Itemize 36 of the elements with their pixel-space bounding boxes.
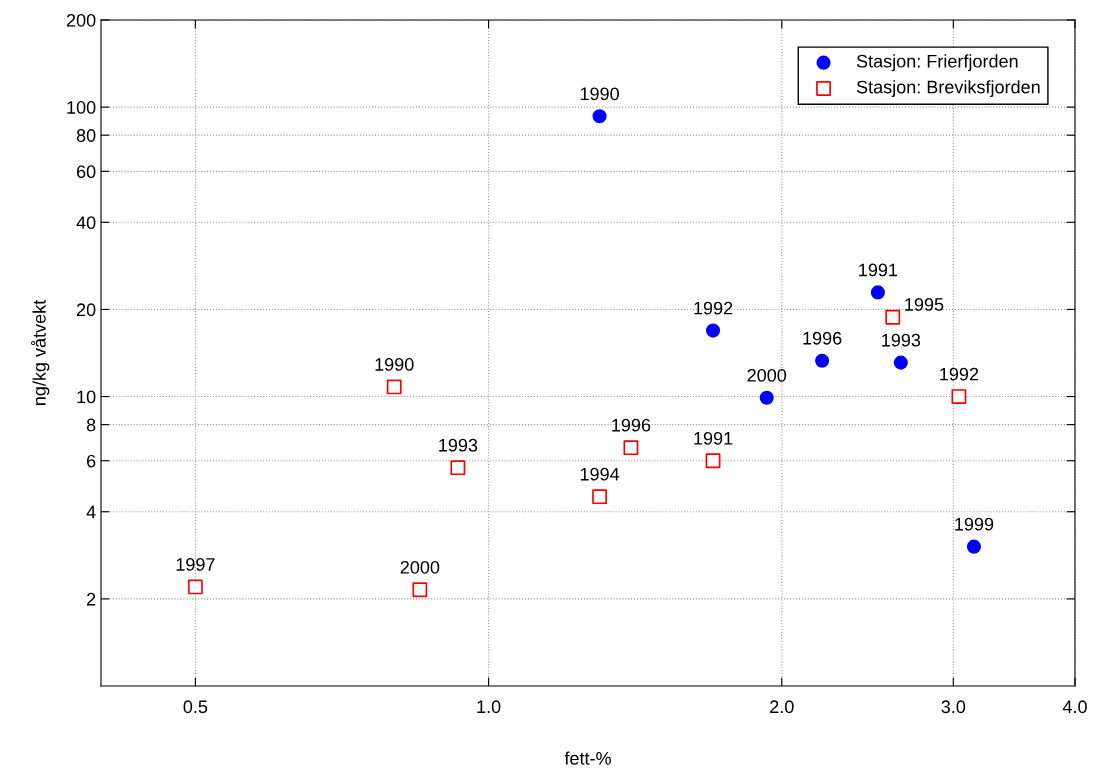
x-tick-label: 3.0 (941, 700, 966, 714)
annotation: 1994 (580, 467, 620, 481)
annotation: 1995 (905, 298, 944, 311)
y-tick-label: 20 (76, 303, 96, 317)
annotation: 2000 (400, 560, 440, 574)
y-tick-label: 200 (66, 13, 96, 27)
y-tick-label: 8 (86, 418, 96, 432)
y-tick-label: 10 (77, 390, 96, 404)
annotation: 1996 (803, 331, 842, 345)
x-axis-title: fett-% (564, 751, 611, 765)
x-tick-label: 4.0 (1062, 700, 1087, 714)
annotation: 1996 (612, 418, 651, 432)
annotation: 1993 (439, 438, 478, 452)
y-tick-label: 100 (67, 101, 96, 114)
y-tick-label: 40 (76, 216, 96, 230)
y-tick-label: 6 (87, 454, 96, 468)
annotation: 1991 (694, 431, 733, 445)
annotation: 1993 (882, 333, 921, 347)
x-tick-label: 0.5 (183, 700, 208, 714)
annotation: 2000 (747, 368, 787, 382)
x-tick-label: 1.0 (477, 700, 501, 714)
annotation: 1999 (955, 517, 994, 531)
legend-label: Stasjon: Frierfjorden (856, 54, 1018, 72)
annotation: 1992 (940, 367, 979, 381)
annotation: 1992 (694, 301, 733, 315)
y-tick-label: 80 (76, 129, 96, 142)
annotation: 1990 (580, 87, 619, 101)
y-tick-label: 4 (86, 505, 96, 519)
y-tick-label: 2 (87, 592, 96, 606)
legend-label: Stasjon: Breviksfjorden (856, 80, 1040, 97)
y-axis-title: ng/kg våtvekt (31, 299, 50, 405)
annotation: 1990 (375, 358, 414, 371)
annotation: 1997 (176, 558, 215, 571)
y-tick-label: 60 (76, 165, 96, 179)
x-tick-label: 2.0 (770, 700, 794, 714)
annotation: 1991 (859, 263, 898, 277)
